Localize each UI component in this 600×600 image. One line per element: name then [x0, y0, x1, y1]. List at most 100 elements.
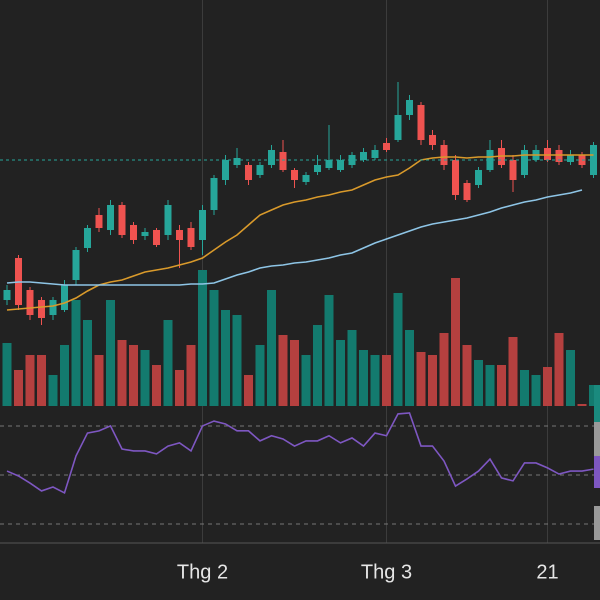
candle-body: [245, 165, 252, 180]
candle-body: [555, 150, 563, 162]
volume-bar: [554, 333, 564, 406]
candle-body: [38, 300, 45, 318]
volume-bar: [94, 355, 104, 406]
volume-bar: [106, 300, 115, 406]
volume-bar: [543, 367, 552, 406]
candle-body: [107, 205, 114, 230]
candle-body: [509, 160, 517, 180]
volume-bar: [129, 345, 138, 406]
moving-average: [6, 189, 583, 286]
candle-body: [383, 143, 390, 150]
volume-bar: [140, 350, 150, 406]
moving-average: [6, 154, 594, 311]
axis-marker: [594, 506, 600, 540]
volume-bar: [497, 365, 506, 406]
candle-body: [130, 225, 137, 240]
volume-bar: [359, 350, 368, 406]
candle-body: [475, 170, 482, 185]
candle-body: [590, 145, 597, 175]
volume-bar: [83, 320, 92, 406]
volume-bar: [48, 375, 58, 406]
candle-body: [314, 165, 321, 172]
candle-body: [521, 150, 528, 175]
candle-body: [84, 228, 91, 248]
volume-bar: [508, 337, 518, 406]
candle-body: [176, 230, 183, 240]
volume-bar: [405, 330, 414, 406]
candle-body: [486, 150, 494, 170]
volume-bar: [198, 270, 207, 406]
candle-body: [199, 210, 206, 240]
volume-bar: [186, 345, 196, 406]
volume-bar: [462, 345, 472, 406]
volume-bar: [336, 340, 345, 406]
candle-body: [417, 105, 425, 140]
candle-body: [463, 183, 471, 200]
volume-bar: [60, 345, 69, 406]
candle-body: [440, 145, 448, 165]
volume-bar: [209, 290, 219, 406]
volume-bar: [577, 404, 587, 406]
volume-bar: [2, 343, 12, 406]
volume-bar: [485, 365, 495, 406]
volume-bar: [451, 278, 460, 406]
candle-body: [187, 228, 195, 247]
candle-body: [394, 115, 402, 140]
volume-bar: [416, 352, 426, 406]
candle-body: [429, 135, 436, 145]
candle-body: [61, 285, 68, 310]
volume-bar: [301, 355, 311, 406]
candle-body: [222, 160, 229, 180]
volume-bar: [163, 320, 173, 406]
volume-bar: [589, 385, 598, 406]
volume-bar: [14, 370, 23, 406]
candle-body: [153, 230, 160, 245]
candle-body: [337, 160, 344, 170]
candle-body: [72, 250, 80, 280]
volume-bar: [382, 355, 391, 406]
candle-body: [141, 232, 149, 236]
axis-marker: [594, 385, 600, 422]
axis-marker: [594, 456, 600, 488]
candle-body: [302, 175, 310, 182]
volume-bar: [117, 340, 127, 406]
volume-bar: [175, 370, 184, 406]
volume-bar: [267, 290, 276, 406]
volume-bar: [428, 355, 437, 406]
candle-body: [325, 160, 333, 168]
axis-marker: [594, 422, 600, 456]
candle-body: [118, 205, 126, 235]
volume-bar: [370, 355, 380, 406]
rsi-line: [6, 412, 594, 495]
candle-body: [291, 170, 298, 180]
volume-bar: [520, 370, 529, 406]
volume-bar: [474, 360, 483, 406]
volume-bar: [71, 300, 81, 406]
volume-bar: [566, 350, 575, 406]
candle-body: [406, 100, 413, 115]
candle-body: [233, 158, 241, 165]
candle-body: [360, 152, 367, 160]
volume-bar: [221, 310, 230, 406]
candle-body: [49, 300, 57, 315]
volume-bar: [313, 325, 322, 406]
candle-body: [348, 155, 356, 165]
volume-bar: [278, 335, 288, 406]
volume-bar: [531, 375, 541, 406]
volume-bar: [393, 293, 403, 406]
candle-body: [210, 178, 218, 210]
volume-bar: [290, 340, 299, 406]
x-tick-label: Thg 3: [361, 561, 412, 583]
volume-bar: [324, 295, 334, 406]
volume-bar: [347, 330, 357, 406]
x-tick-label: Thg 2: [177, 561, 228, 583]
volume-bar: [232, 315, 242, 406]
candle-body: [256, 165, 264, 175]
volume-bar: [439, 333, 449, 406]
candle-body: [452, 160, 459, 195]
candle-body: [279, 152, 287, 170]
candle-body: [371, 150, 379, 158]
candle-body: [26, 290, 34, 315]
